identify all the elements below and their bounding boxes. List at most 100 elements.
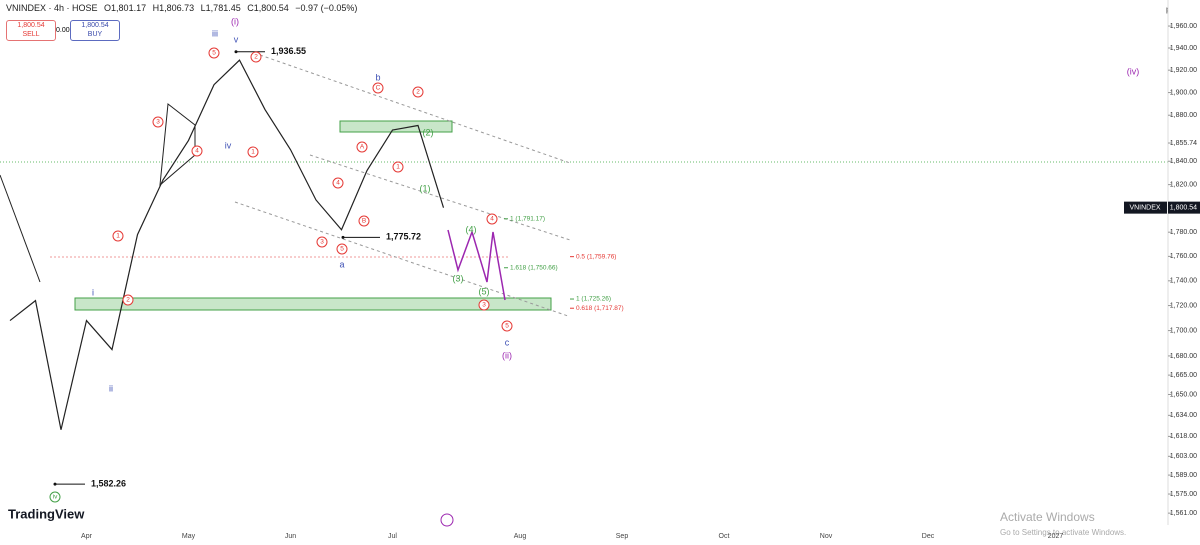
- y-tick-label: 1,840.00: [1170, 158, 1197, 165]
- wave-label: 5: [505, 323, 509, 330]
- wave-label: (iv): [1127, 66, 1140, 76]
- fib-label: 0.5 (1,759.76): [576, 253, 616, 260]
- sell-button[interactable]: 1,800.54 SELL: [6, 20, 56, 41]
- wave-label: iv: [225, 140, 232, 150]
- wave-circle: [250, 51, 262, 63]
- wave-label: (5): [479, 286, 490, 296]
- open: O1,801.17: [104, 3, 147, 13]
- change: −0.97 (−0.05%): [295, 3, 358, 13]
- wave-label: 4: [195, 148, 199, 155]
- wave-label: 1: [396, 164, 400, 171]
- logo: TradingView: [8, 506, 85, 521]
- fib-label: 1 (1,791.17): [510, 216, 545, 223]
- y-tick-label: 1,960.00: [1170, 23, 1197, 30]
- key-price-dot: [341, 235, 345, 239]
- price-tag-box: [1124, 201, 1167, 214]
- wave-label: 3: [320, 239, 324, 246]
- high: H1,806.73: [152, 3, 195, 13]
- triangle: [159, 103, 196, 187]
- sell-price: 1,800.54: [17, 22, 45, 29]
- wave-label: iv: [53, 494, 58, 501]
- wave-circle: [191, 145, 203, 157]
- wave-label: A: [360, 144, 365, 151]
- wave-circle: [501, 320, 513, 332]
- wave-circle: [247, 146, 259, 158]
- x-tick-label: 2027: [1048, 533, 1064, 540]
- wave-label: 2: [416, 89, 420, 96]
- y-tick-label: 1,575.00: [1170, 491, 1197, 498]
- icon: [440, 513, 454, 527]
- channel: [259, 54, 571, 164]
- wave-label: 1: [251, 149, 255, 156]
- x-tick-label: Jul: [388, 533, 397, 540]
- wave-label: 3: [156, 119, 160, 126]
- price-tag-value-box: [1168, 201, 1200, 214]
- y-tick-label: 1,780.00: [1170, 229, 1197, 236]
- wave-label: a: [339, 259, 344, 269]
- wave-label: (1): [420, 183, 431, 193]
- wave-circle: [208, 47, 220, 59]
- wave-label: 3: [482, 302, 486, 309]
- y-tick-label: 1,618.00: [1170, 433, 1197, 440]
- price-tag-name: VNINDEX: [1129, 204, 1160, 211]
- wave-label: i: [92, 287, 94, 297]
- price-axis: [1168, 0, 1200, 545]
- wave-circle: [316, 236, 328, 248]
- activation-title: Activate Windows: [1000, 510, 1095, 524]
- symbol: VNINDEX · 4h · HOSE: [6, 3, 98, 13]
- y-tick-label: 1,561.00: [1170, 510, 1197, 517]
- y-tick-label: 1,820.00: [1170, 181, 1197, 188]
- y-tick-label: 1,634.00: [1170, 412, 1197, 419]
- wave-label: (2): [423, 127, 434, 137]
- wave-label: 2: [126, 297, 130, 304]
- wave-circle: [49, 491, 61, 503]
- wave-circle: [122, 294, 134, 306]
- y-tick-label: 1,920.00: [1170, 67, 1197, 74]
- x-tick-label: Aug: [514, 533, 527, 540]
- wave-label: (4): [466, 224, 477, 234]
- wave-circle: [412, 86, 424, 98]
- y-tick-label: 1,589.00: [1170, 472, 1197, 479]
- buy-label: BUY: [87, 31, 103, 38]
- wave-circle: [112, 230, 124, 242]
- wave-circle: [478, 299, 490, 311]
- fib-label: 1 (1,725.26): [576, 296, 611, 303]
- wave-label: b: [375, 72, 380, 82]
- wave-circle: [392, 161, 404, 173]
- buy-button[interactable]: 1,800.54 BUY: [70, 20, 120, 41]
- y-tick-label: 1,680.00: [1170, 353, 1197, 360]
- wave-circle: [372, 82, 384, 94]
- low: L1,781.45: [200, 3, 241, 13]
- key-price-label: 1,775.72: [386, 232, 421, 242]
- projection: [447, 229, 506, 301]
- y-tick-label: 1,940.00: [1170, 45, 1197, 52]
- wave-label: iii: [212, 28, 218, 38]
- wave-label: 5: [212, 50, 216, 57]
- key-price-label: 1,582.26: [91, 479, 126, 489]
- x-tick-label: Sep: [616, 533, 629, 540]
- fib-label: 0.618 (1,717.87): [576, 305, 624, 312]
- wave-label: (3): [453, 273, 464, 283]
- activation-note: Go to Settings to activate Windows.: [1000, 528, 1126, 537]
- x-tick-label: Dec: [922, 533, 935, 540]
- close: C1,800.54: [247, 3, 289, 13]
- x-tick-label: Apr: [81, 533, 93, 540]
- wave-label: B: [362, 218, 366, 225]
- x-tick-label: May: [182, 533, 196, 540]
- key-price-label: 1,936.55: [271, 46, 306, 56]
- wave-label: 2: [254, 54, 258, 61]
- sell-label: SELL: [22, 31, 40, 38]
- wave-circle: [486, 213, 498, 225]
- drawings: TradingView Activate Windows Go to Setti…: [0, 5, 1184, 537]
- wave-circle: [356, 141, 368, 153]
- wave-label: c: [505, 337, 510, 347]
- spread: 0.00: [56, 27, 70, 34]
- y-tick-label: 1,720.00: [1170, 302, 1197, 309]
- y-tick-label: 1,700.00: [1170, 327, 1197, 334]
- fib-label: 1.618 (1,750.66): [510, 264, 558, 271]
- wave-circle: [152, 116, 164, 128]
- y-tick-label: 1,650.00: [1170, 391, 1197, 398]
- y-tick-label: 1,900.00: [1170, 89, 1197, 96]
